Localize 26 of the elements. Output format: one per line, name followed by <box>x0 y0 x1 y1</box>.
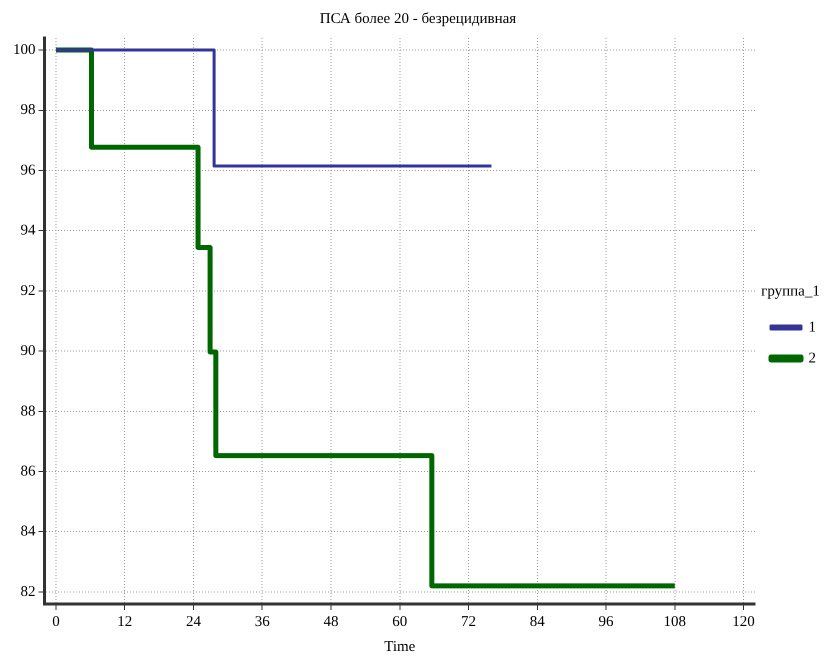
chart-title: ПСА более 20 - безрецидивная <box>320 10 516 27</box>
x-tick-label: 0 <box>52 614 60 630</box>
x-tick-label: 84 <box>530 614 546 630</box>
x-tick-label: 108 <box>664 614 686 630</box>
y-tick-label: 96 <box>20 162 36 178</box>
y-tick-label: 100 <box>13 42 36 58</box>
x-tick-label: 48 <box>323 614 338 630</box>
y-tick-label: 84 <box>20 524 36 540</box>
y-tick-label: 98 <box>20 102 36 118</box>
x-tick-label: 120 <box>732 614 755 630</box>
y-tick-label: 92 <box>20 282 36 299</box>
x-tick-label: 36 <box>254 614 270 630</box>
y-tick-label: 94 <box>20 222 36 239</box>
y-tick-label: 88 <box>20 403 36 420</box>
x-tick-label: 12 <box>117 614 132 630</box>
legend-label: 2 <box>808 350 816 366</box>
x-axis-title: Time <box>384 638 416 655</box>
y-tick-label: 90 <box>20 343 36 360</box>
y-tick-label: 82 <box>20 584 36 600</box>
x-tick-label: 72 <box>461 614 476 630</box>
x-tick-label: 60 <box>392 614 408 630</box>
x-tick-label: 24 <box>186 614 202 630</box>
legend-title: группа_1 <box>761 283 820 300</box>
x-tick-label: 96 <box>598 614 614 630</box>
y-tick-label: 86 <box>20 463 36 480</box>
legend-label: 1 <box>808 319 816 336</box>
